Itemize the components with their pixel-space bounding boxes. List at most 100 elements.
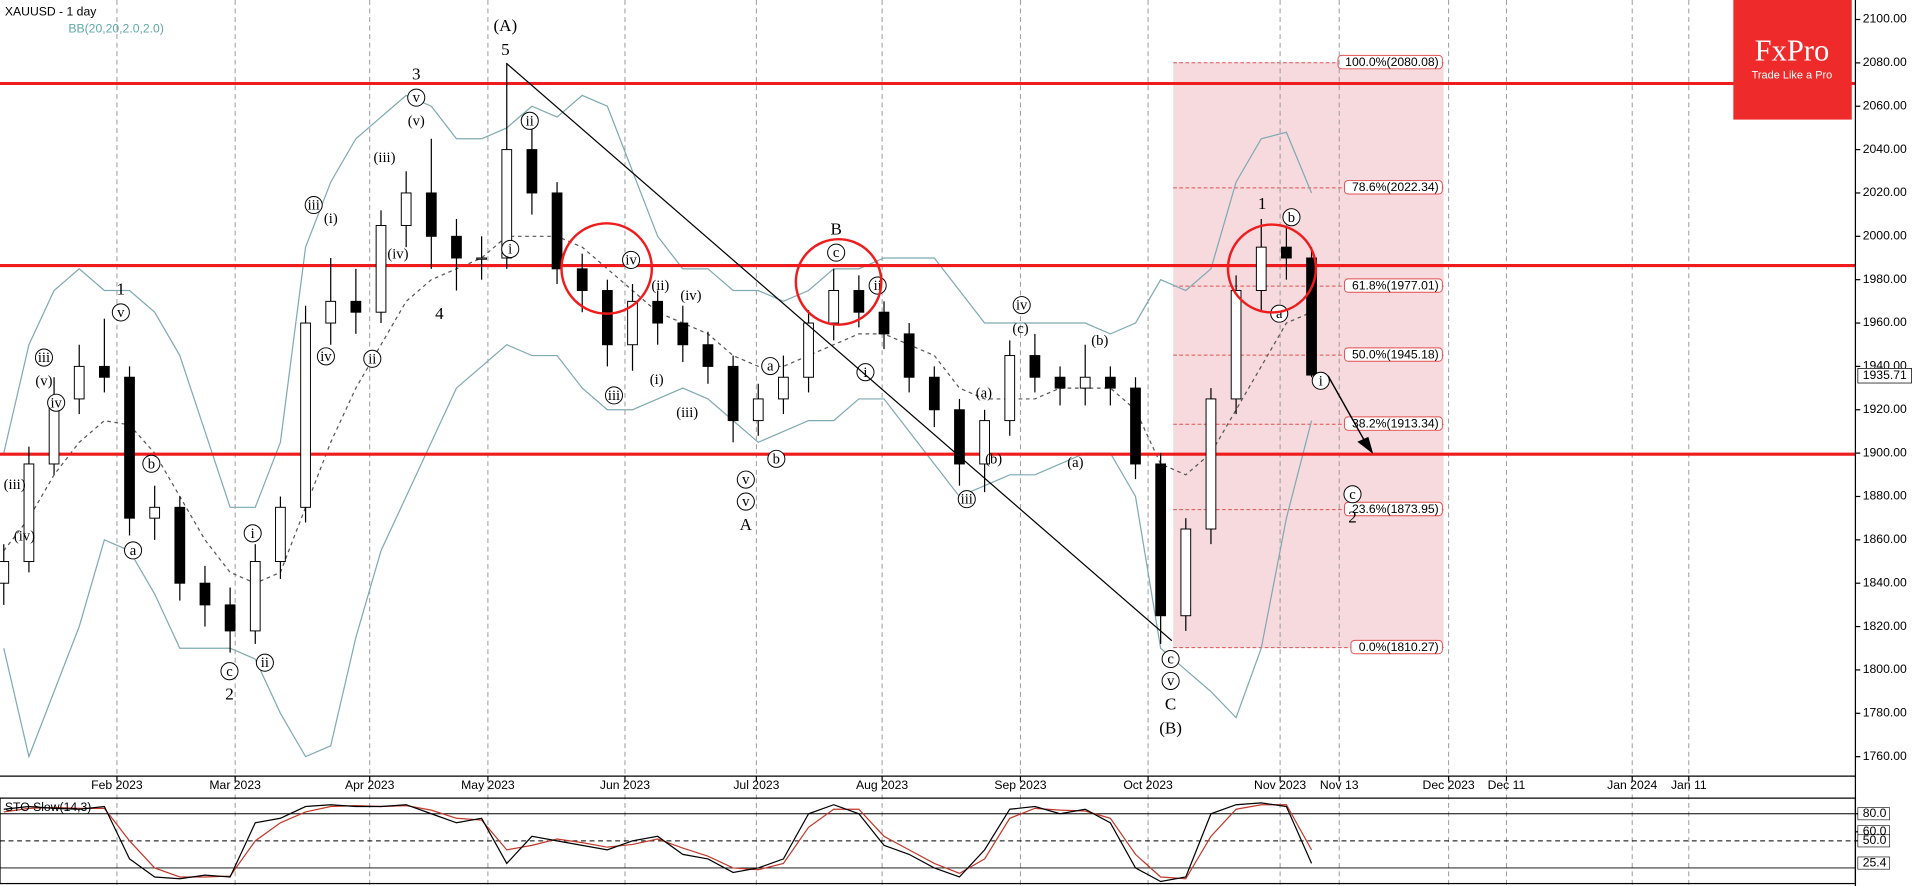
wave-label: (iii) — [4, 477, 26, 493]
fib-label: 50.0%(1945.18) — [1352, 347, 1439, 361]
x-tick-label: Nov 13 — [1320, 778, 1359, 792]
wave-label: iv — [50, 395, 62, 411]
candle-body — [954, 409, 965, 465]
wave-label: 1 — [1258, 194, 1267, 213]
wave-label: (iv) — [680, 288, 701, 304]
x-tick-label: Aug 2023 — [856, 778, 908, 792]
y-tick-label: 1840.00 — [1863, 575, 1907, 589]
wave-circle — [220, 662, 239, 681]
wave-circle — [243, 524, 262, 543]
wave-circle — [736, 470, 755, 489]
candle-body — [903, 333, 915, 378]
wave-circle — [111, 303, 130, 322]
wave-label: (i) — [324, 211, 338, 227]
wave-label: ii — [526, 113, 534, 129]
candle-body — [1079, 376, 1091, 389]
candle-body — [551, 192, 563, 270]
wave-label: v — [742, 494, 750, 510]
last-price-box — [1857, 368, 1912, 384]
fib-label-box — [1350, 639, 1443, 655]
wave-label: (iii) — [676, 405, 698, 421]
wave-circle — [604, 386, 624, 405]
wave-circle — [304, 195, 323, 215]
wave-circle — [316, 347, 335, 366]
x-tick-label: Jun 2023 — [600, 778, 650, 792]
wave-circle — [957, 490, 976, 509]
candle-body — [778, 376, 789, 400]
candle-body — [1205, 398, 1217, 530]
candle-body — [652, 300, 664, 324]
x-tick-label: Jan 2024 — [1607, 778, 1657, 792]
bb-lower — [3, 344, 1313, 759]
candle-body — [375, 224, 387, 313]
y-tick-label: 2100.00 — [1863, 12, 1907, 26]
highlight-circle — [560, 222, 654, 315]
x-tick-label: Nov 2023 — [1254, 778, 1306, 792]
wave-label: v — [117, 305, 125, 321]
candle-body — [124, 376, 135, 519]
x-tick-label: Mar 2023 — [209, 778, 261, 792]
candle-body — [0, 561, 10, 584]
candle-body — [803, 322, 814, 378]
wave-label: c — [1349, 487, 1356, 503]
candle-body — [1155, 463, 1167, 617]
wave-label: iii — [961, 492, 973, 508]
candle-body — [425, 192, 437, 237]
wave-circle — [1012, 296, 1031, 315]
wave-label: i — [508, 242, 512, 258]
y-tick-label: 1820.00 — [1863, 619, 1907, 633]
chart-title: XAUUSD - 1 day — [5, 4, 97, 18]
fib-label: 61.8%(1977.01) — [1352, 278, 1439, 292]
stoch-label-box — [1857, 834, 1890, 848]
y-tick-label: 2060.00 — [1863, 98, 1907, 112]
wave-label: ii — [368, 351, 376, 367]
candle-body — [300, 322, 311, 508]
fib-label: 78.6%(2022.34) — [1352, 180, 1439, 194]
wave-label: b — [1288, 210, 1295, 226]
last-price: 1935.71 — [1863, 368, 1907, 382]
wave-circle — [736, 492, 755, 511]
bb-upper — [3, 94, 1313, 508]
wave-label: a — [130, 543, 137, 559]
candle-body — [1281, 246, 1292, 259]
candle-body — [627, 300, 638, 346]
wave-label: (c) — [1012, 321, 1028, 337]
candle-body — [224, 604, 236, 632]
x-tick-label: Jul 2023 — [733, 778, 779, 792]
wave-circle — [761, 357, 780, 376]
wave-label: A — [740, 515, 753, 534]
wave-label: 4 — [435, 304, 444, 323]
stoch-tick-label: 50.0 — [1863, 833, 1887, 847]
candle-body — [677, 322, 689, 346]
wave-label: B — [830, 220, 841, 239]
candle-body — [476, 257, 487, 260]
candle-body — [727, 365, 739, 422]
wave-label: i — [863, 365, 867, 381]
fib-label: 100.0%(2080.08) — [1345, 55, 1439, 69]
fib-label-box — [1343, 347, 1443, 362]
candle-body — [199, 582, 211, 606]
wave-circle — [622, 250, 641, 269]
wave-label: v — [742, 472, 750, 488]
stoch-k — [3, 802, 1313, 883]
candle-body — [73, 365, 85, 400]
wave-label: ii — [261, 655, 269, 671]
wave-label: i — [1319, 373, 1323, 389]
wave-label: (iv) — [387, 246, 408, 262]
wave-label: ii — [874, 278, 882, 294]
fib-label: 38.2%(1913.34) — [1352, 416, 1439, 430]
wave-label: c — [1167, 652, 1174, 668]
fib-label-box — [1343, 501, 1443, 517]
background: 100.0%(2080.08) 78.6%(2022.34) 61.8%(1977.… — [116, 0, 1690, 886]
wave-label: (i) — [650, 372, 664, 388]
trend-line — [506, 62, 1173, 642]
candle-body — [853, 290, 865, 313]
logo-tagline: Trade Like a Pro — [1752, 70, 1833, 82]
x-tick-label: Jan 11 — [1671, 778, 1707, 792]
wave-label: a — [1276, 306, 1283, 322]
candle-body — [249, 561, 261, 632]
stoch-frame — [0, 797, 1857, 885]
candle-body — [928, 376, 940, 411]
logo — [1733, 0, 1852, 120]
stoch-last: 25.4 — [1863, 855, 1887, 869]
